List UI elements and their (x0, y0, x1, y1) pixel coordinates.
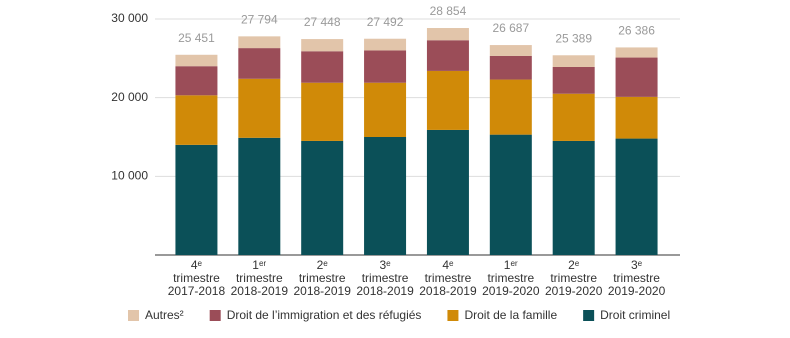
bar-segment (364, 82, 407, 137)
bar-segment (364, 137, 407, 255)
bar-segment (301, 51, 344, 83)
bar-segment (615, 47, 658, 58)
x-tick-label: 2ᵉ trimestre 2018-2019 (293, 258, 351, 298)
y-tick-label: 20 000 (111, 90, 148, 104)
x-tick-label: 1ᵉʳ trimestre 2018-2019 (231, 258, 289, 298)
x-tick-label: 4ᵉ trimestre 2017-2018 (168, 258, 226, 298)
y-tick-label: 30 000 (111, 11, 148, 25)
bar-segment (552, 55, 595, 67)
bar-segment (489, 45, 532, 56)
legend-label: Droit de la famille (464, 308, 557, 322)
bar-segment (552, 140, 595, 255)
legend-label: Droit de l’immigration et des réfugiés (227, 308, 422, 322)
x-tick-label: 2ᵉ trimestre 2019-2020 (545, 258, 603, 298)
y-tick-label: 10 000 (111, 169, 148, 183)
bar-segment (238, 36, 281, 49)
legend-swatch (209, 310, 221, 321)
bar-segment (175, 54, 218, 67)
bar-segment (426, 40, 469, 71)
bar-segment (552, 93, 595, 141)
bar-segment (426, 129, 469, 255)
bar-segment (615, 57, 658, 97)
x-tick-label: 4ᵉ trimestre 2018-2019 (419, 258, 477, 298)
bar-segment (238, 78, 281, 138)
total-label: 25 389 (555, 31, 592, 45)
total-label: 26 386 (618, 24, 655, 38)
bar-segment (175, 66, 218, 96)
bar-segment (301, 140, 344, 255)
bar-segment (301, 39, 344, 52)
legend-label: Droit criminel (600, 308, 670, 322)
total-label: 28 854 (430, 4, 467, 18)
bar-segment (364, 50, 407, 83)
x-tick-label: 1ᵉʳ trimestre 2019-2020 (482, 258, 540, 298)
bar-segment (175, 95, 218, 145)
bar-segment (489, 134, 532, 255)
total-label: 27 492 (367, 15, 404, 29)
bar-segment (489, 55, 532, 80)
bar-segment (615, 138, 658, 255)
bar-segment (238, 137, 281, 255)
bar-segment (489, 79, 532, 135)
x-tick-label: 3ᵉ trimestre 2018-2019 (356, 258, 414, 298)
total-label: 25 451 (178, 31, 215, 45)
total-label: 27 448 (304, 15, 341, 29)
legend-swatch (447, 310, 459, 321)
x-tick-label: 3ᵉ trimestre 2019-2020 (608, 258, 666, 298)
total-label: 26 687 (492, 21, 529, 35)
bar-segment (426, 28, 469, 41)
total-label: 27 794 (241, 13, 278, 27)
bar-segment (364, 38, 407, 51)
bar-segment (238, 48, 281, 79)
legend-swatch (128, 310, 139, 321)
bar-segment (426, 70, 469, 130)
bar-segment (552, 66, 595, 94)
bar-segment (175, 144, 218, 255)
bar-segment (615, 96, 658, 139)
legend-label: Autres² (145, 308, 184, 322)
bar-segment (301, 82, 344, 141)
legend-swatch (583, 310, 595, 321)
